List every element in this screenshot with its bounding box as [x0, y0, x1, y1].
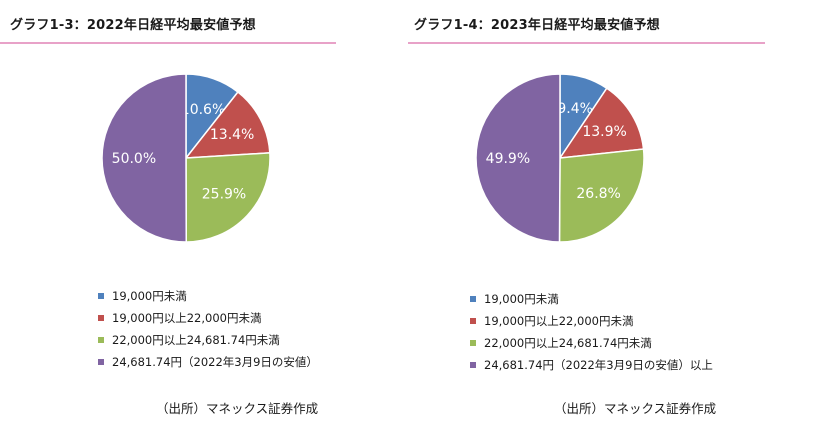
slice-value-label: 50.0%	[112, 151, 156, 167]
legend-label: 24,681.74円（2022年3月9日の安値）	[112, 355, 318, 369]
title-underline	[0, 42, 336, 44]
legend-swatch-blue	[470, 296, 476, 302]
slice-value-label: 9.4%	[557, 101, 593, 117]
legend-label: 22,000円以上24,681.74円未満	[484, 336, 652, 350]
legend-swatch-blue	[98, 293, 104, 299]
pie-slice-green	[185, 152, 271, 243]
pie-chart-2022: 10.6% 13.4% 25.9% 50.0%	[101, 73, 271, 243]
chart-panel-2022: グラフ1-3：2022年日経平均最安値予想 10.6% 13.4% 25.9% 50.…	[0, 0, 400, 424]
legend-item: 19,000円以上22,000円未満	[98, 307, 318, 329]
chart-legend: 19,000円未満 19,000円以上22,000円未満 22,000円以上24…	[98, 285, 318, 373]
pie-chart-2023: 9.4% 13.9% 26.8% 49.9%	[475, 73, 645, 243]
legend-swatch-purple	[470, 362, 476, 368]
legend-item: 19,000円以上22,000円未満	[470, 310, 713, 332]
slice-value-label: 26.8%	[576, 186, 620, 202]
legend-swatch-green	[98, 337, 104, 343]
legend-label: 19,000円以上22,000円未満	[484, 314, 634, 328]
legend-item: 24,681.74円（2022年3月9日の安値）以上	[470, 354, 713, 376]
pie-slice-red	[184, 90, 271, 159]
chart-title: グラフ1-4：2023年日経平均最安値予想	[414, 18, 660, 33]
slice-value-label: 49.9%	[486, 151, 530, 167]
legend-item: 22,000円以上24,681.74円未満	[98, 329, 318, 351]
legend-swatch-green	[470, 340, 476, 346]
source-note: （出所）マネックス証券作成	[554, 401, 717, 416]
legend-item: 19,000円未満	[98, 285, 318, 307]
slice-value-label: 13.4%	[210, 127, 254, 143]
legend-label: 19,000円未満	[484, 292, 559, 306]
pie-slice-red	[558, 87, 645, 159]
legend-label: 24,681.74円（2022年3月9日の安値）以上	[484, 358, 713, 372]
legend-label: 19,000円未満	[112, 289, 187, 303]
chart-panel-2023: グラフ1-4：2023年日経平均最安値予想 9.4% 13.9% 26.8% 49.9…	[408, 0, 817, 424]
source-note: （出所）マネックス証券作成	[156, 401, 319, 416]
pie-slice-purple	[475, 73, 561, 243]
pie-slice-green	[558, 148, 645, 243]
pie-slice-purple	[101, 73, 188, 243]
title-underline	[408, 42, 765, 44]
legend-item: 19,000円未満	[470, 288, 713, 310]
legend-item: 24,681.74円（2022年3月9日の安値）	[98, 351, 318, 373]
legend-swatch-purple	[98, 359, 104, 365]
slice-value-label: 13.9%	[582, 124, 626, 140]
legend-label: 22,000円以上24,681.74円未満	[112, 333, 280, 347]
slice-value-label: 10.6%	[181, 102, 225, 118]
legend-swatch-red	[98, 315, 104, 321]
chart-title: グラフ1-3：2022年日経平均最安値予想	[10, 18, 256, 33]
slice-value-label: 25.9%	[202, 187, 246, 203]
chart-legend: 19,000円未満 19,000円以上22,000円未満 22,000円以上24…	[470, 288, 713, 376]
legend-item: 22,000円以上24,681.74円未満	[470, 332, 713, 354]
legend-swatch-red	[470, 318, 476, 324]
legend-label: 19,000円以上22,000円未満	[112, 311, 262, 325]
